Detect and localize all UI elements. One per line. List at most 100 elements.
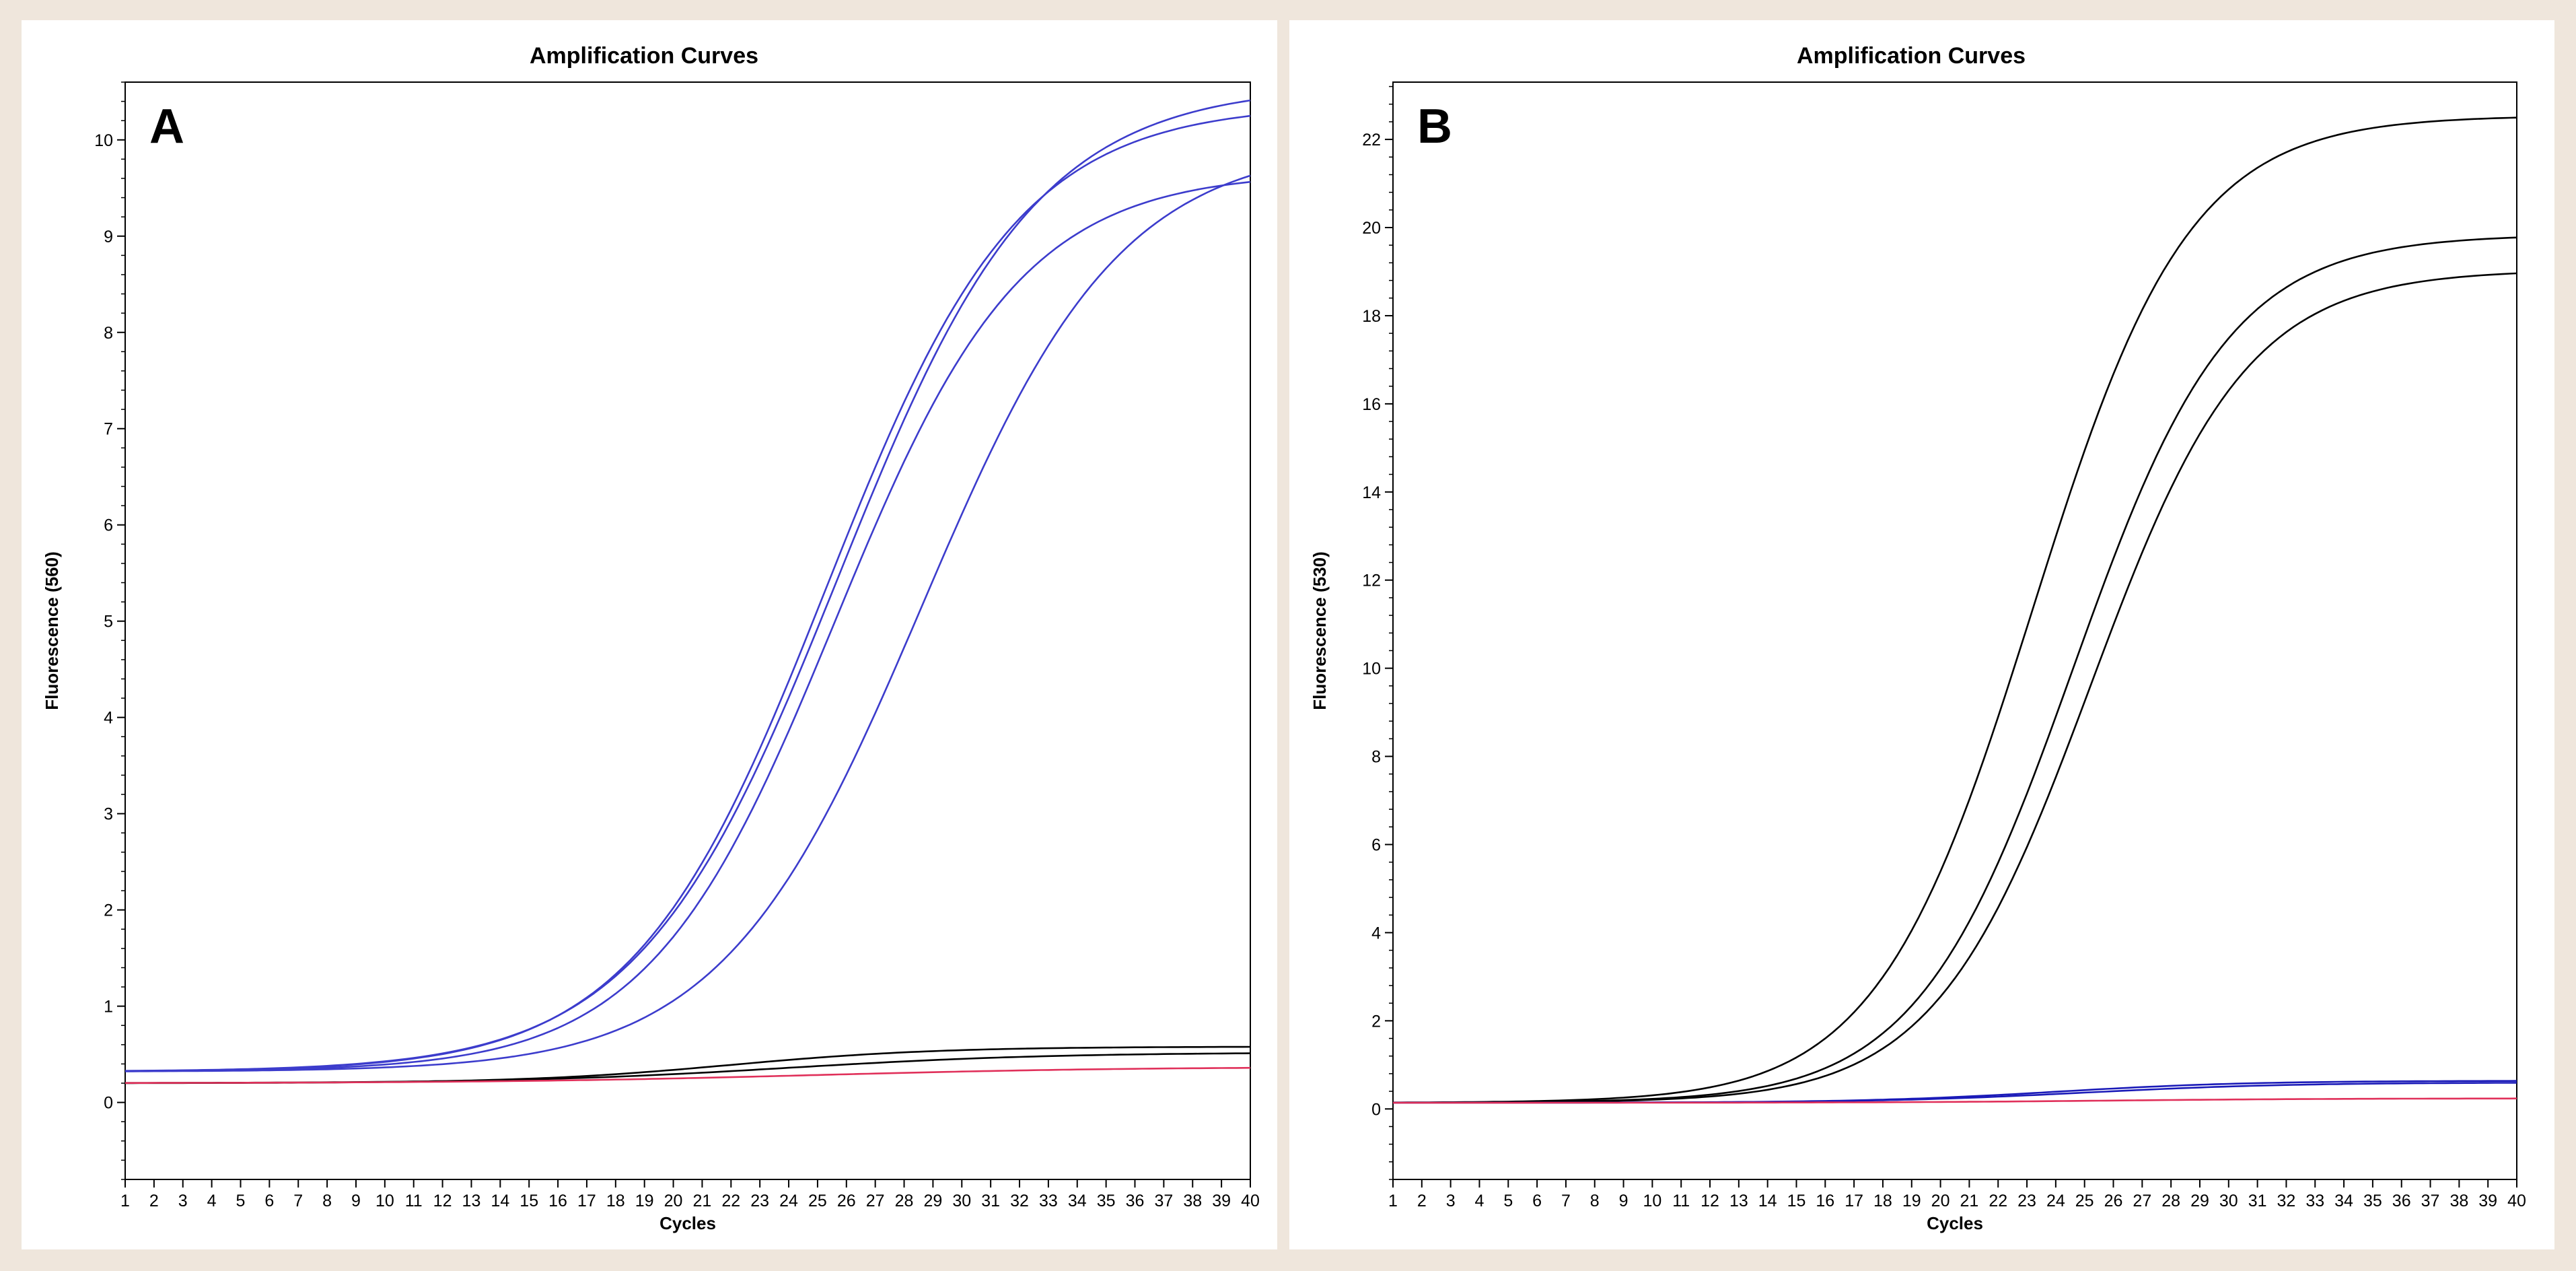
x-tick-label: 35 (2363, 1192, 2382, 1210)
panel-b-x-axis-label: Cycles (1927, 1213, 1983, 1233)
x-tick-label: 23 (750, 1192, 769, 1210)
x-tick-label: 4 (1475, 1192, 1484, 1210)
x-tick-label: 8 (322, 1192, 332, 1210)
y-tick-label: 22 (1362, 131, 1381, 149)
x-tick-label: 11 (1672, 1192, 1690, 1210)
x-tick-label: 1 (120, 1192, 130, 1210)
x-tick-label: 31 (2248, 1192, 2267, 1210)
x-tick-label: 14 (1758, 1192, 1777, 1210)
panel-b-y-axis-label: Fluorescence (530) (1310, 551, 1330, 710)
x-tick-label: 26 (2104, 1192, 2123, 1210)
x-tick-label: 5 (236, 1192, 246, 1210)
x-tick-label: 7 (1561, 1192, 1571, 1210)
x-tick-label: 11 (405, 1192, 423, 1210)
y-tick-label: 1 (104, 998, 113, 1017)
x-tick-label: 34 (2334, 1192, 2353, 1210)
y-tick-label: 7 (104, 420, 113, 439)
x-tick-label: 25 (808, 1192, 827, 1210)
x-tick-label: 16 (548, 1192, 567, 1210)
x-tick-label: 13 (462, 1192, 481, 1210)
series-line-sample-2 (124, 99, 1251, 1072)
x-tick-label: 18 (606, 1192, 625, 1210)
x-tick-label: 6 (264, 1192, 274, 1210)
x-tick-label: 4 (207, 1192, 217, 1210)
x-tick-label: 35 (1097, 1192, 1116, 1210)
x-tick-label: 14 (491, 1192, 509, 1210)
panel-a-plot-area (124, 81, 1251, 1180)
y-tick-label: 10 (94, 131, 113, 150)
series-line-negative (125, 1066, 1251, 1084)
x-tick-label: 19 (635, 1192, 654, 1210)
x-tick-label: 2 (149, 1192, 159, 1210)
x-tick-label: 12 (1701, 1192, 1719, 1210)
series-line-negative (1393, 1097, 2517, 1104)
x-tick-label: 39 (1212, 1192, 1231, 1210)
x-tick-label: 36 (1126, 1192, 1145, 1210)
x-tick-label: 9 (351, 1192, 361, 1210)
x-tick-label: 37 (2421, 1192, 2440, 1210)
y-tick-label: 0 (1371, 1100, 1381, 1119)
y-tick-label: 14 (1362, 483, 1381, 502)
x-tick-label: 32 (2277, 1192, 2296, 1210)
x-tick-label: 12 (433, 1192, 452, 1210)
x-tick-label: 33 (2305, 1192, 2324, 1210)
y-tick-label: 4 (104, 709, 113, 728)
y-tick-label: 20 (1362, 219, 1381, 238)
x-tick-label: 26 (837, 1192, 856, 1210)
x-tick-label: 27 (866, 1192, 885, 1210)
x-tick-label: 6 (1532, 1192, 1542, 1210)
x-tick-label: 24 (779, 1192, 798, 1210)
y-tick-label: 10 (1362, 660, 1381, 679)
x-tick-label: 1 (1388, 1192, 1398, 1210)
series-line-sample-3 (125, 180, 1251, 1072)
x-tick-label: 36 (2392, 1192, 2411, 1210)
x-tick-label: 27 (2133, 1192, 2151, 1210)
y-tick-label: 9 (104, 228, 113, 246)
x-tick-label: 15 (1787, 1192, 1806, 1210)
x-tick-label: 40 (1241, 1192, 1260, 1210)
y-tick-label: 16 (1362, 395, 1381, 414)
series-line-sample-3 (1393, 272, 2517, 1104)
x-tick-label: 31 (981, 1192, 1000, 1210)
chart-panel-a: Amplification Curves A 1 2 3 4 5 6 7 8 9 10 11 12 13… (22, 20, 1277, 1249)
x-tick-label: 28 (2161, 1192, 2180, 1210)
x-tick-label: 9 (1619, 1192, 1629, 1210)
y-tick-label: 2 (104, 901, 113, 920)
x-tick-label: 2 (1417, 1192, 1427, 1210)
x-tick-label: 5 (1503, 1192, 1513, 1210)
x-tick-label: 25 (2075, 1192, 2094, 1210)
x-tick-label: 21 (1960, 1192, 1979, 1210)
y-tick-label: 18 (1362, 307, 1381, 326)
panel-a-y-axis-label: Fluorescence (560) (42, 551, 62, 710)
y-tick-label: 6 (1371, 835, 1381, 854)
panel-a-title: Amplification Curves (530, 43, 758, 69)
panel-b-plot-area (1392, 81, 2517, 1180)
y-tick-label: 3 (104, 805, 113, 824)
panel-b-title: Amplification Curves (1797, 43, 2026, 69)
x-tick-label: 16 (1816, 1192, 1834, 1210)
x-tick-label: 18 (1873, 1192, 1892, 1210)
x-tick-label: 29 (2190, 1192, 2209, 1210)
x-tick-label: 23 (2017, 1192, 2036, 1210)
x-tick-label: 3 (1446, 1192, 1456, 1210)
x-tick-label: 39 (2478, 1192, 2497, 1210)
x-tick-label: 22 (721, 1192, 740, 1210)
x-tick-label: 22 (1989, 1192, 2007, 1210)
x-tick-label: 15 (520, 1192, 538, 1210)
y-tick-label: 5 (104, 613, 113, 631)
x-tick-label: 20 (1931, 1192, 1950, 1210)
panel-a-x-axis-label: Cycles (659, 1213, 716, 1233)
x-tick-label: 7 (293, 1192, 303, 1210)
panel-b-curves (1393, 116, 2517, 1104)
x-tick-label: 34 (1068, 1192, 1087, 1210)
x-tick-label: 13 (1729, 1192, 1748, 1210)
x-tick-label: 20 (664, 1192, 683, 1210)
panel-b-ticks: 1 2 3 4 5 6 7 8 9 10 11 12 13 14 15 16 17 18 19 20 21 22 23 24 2… (1362, 85, 2526, 1210)
panel-a-letter: A (149, 100, 184, 153)
x-tick-label: 19 (1902, 1192, 1921, 1210)
x-tick-label: 38 (2449, 1192, 2468, 1210)
y-tick-label: 8 (1371, 748, 1381, 767)
panel-b-letter: B (1417, 100, 1452, 153)
y-tick-label: 4 (1371, 924, 1381, 942)
